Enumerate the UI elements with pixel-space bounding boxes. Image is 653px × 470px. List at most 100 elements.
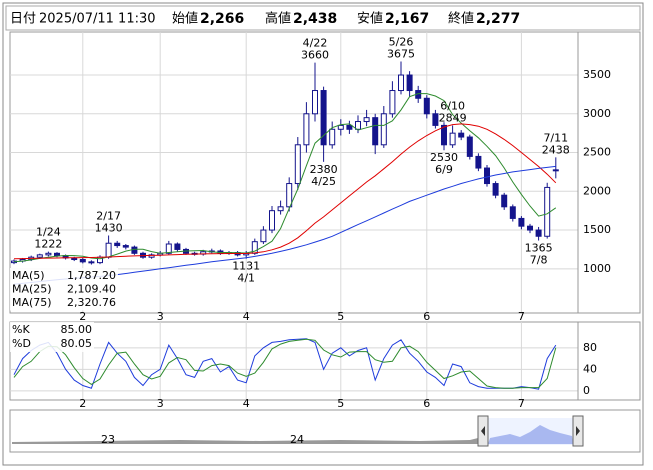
annotation-value: 1365 [525,242,553,255]
candle-body [346,124,353,130]
candle-body [552,169,559,172]
legend-box [10,268,118,311]
navigator-history [12,438,478,444]
x-tick-label: 5 [337,310,344,323]
annotation-value: 1222 [34,238,62,251]
legend-value: 1,787.20 [67,269,116,282]
stoch-line [13,338,557,390]
navigator-label: 23 [101,433,115,446]
candle-body [54,252,60,257]
header-label: 高値 [265,11,291,27]
header-date: 2025/07/11 11:30 [39,12,156,27]
legend-value: 80.05 [61,337,93,350]
candle-body [320,90,327,146]
candle-body [432,113,439,126]
annotation-date: 4/22 [303,37,328,50]
candle-body [36,254,43,258]
y-tick-label: 2000 [583,184,611,197]
y-tick-label: 2500 [583,146,611,159]
price-panel [9,31,641,314]
candle-body [329,128,336,146]
candle-body [544,186,551,237]
annotation-value: 2380 [310,163,338,176]
candle-body [484,167,490,185]
moving-average [13,93,557,263]
annotation-date: 5/26 [389,35,414,48]
x-tick-label: 4 [243,310,250,323]
candle-body [372,117,379,146]
y-tick-label: 0 [583,384,590,397]
candle-body [509,206,516,219]
candle-body [260,229,267,243]
y-tick-label: 1500 [583,223,611,236]
moving-average [13,123,557,260]
candle-body [475,155,482,169]
legend-value: 85.00 [61,323,93,336]
candle-body [45,252,52,256]
candle-body [122,245,129,248]
annotation-value: 1131 [232,260,260,273]
candle-body [79,259,86,263]
candle-body [286,183,293,208]
navigator-range [488,425,573,444]
stoch-line [13,338,557,389]
annotation-date: 1/24 [36,226,61,239]
candle-body [423,97,430,115]
candle-body [389,90,396,115]
annotation-value: 2530 [430,151,458,164]
header-label: 終値 [448,11,474,27]
header-value: 2,266 [200,11,244,27]
candle-body [88,261,95,264]
candle-body [355,121,361,130]
y-tick-label: 3000 [583,107,611,120]
header-date-label: 日付 [10,12,36,27]
x-tick-label: 6 [423,397,430,410]
header-value: 2,277 [476,11,520,27]
annotation-date: 2/17 [96,209,121,222]
annotation-value: 2438 [542,143,570,156]
legend-value: 2,109.40 [67,283,116,296]
legend-name: MA(5) [12,269,45,282]
legend-name: MA(75) [12,296,52,309]
annotation-value: 3660 [301,49,329,62]
candle-body [269,210,275,231]
annotation-value: 1430 [95,221,123,234]
legend-name: %K [12,323,30,336]
x-tick-label: 5 [337,397,344,410]
candle-body [535,229,542,237]
candle-body [380,113,387,146]
annotation-date: 7/8 [530,254,548,267]
x-tick-label: 3 [157,310,164,323]
candle-body [131,246,138,254]
x-tick-label: 7 [518,310,525,323]
candle-body [148,254,155,258]
header-value: 2,438 [293,11,337,27]
x-tick-label: 4 [243,397,250,410]
x-tick-label: 7 [518,397,525,410]
x-tick-label: 2 [79,310,86,323]
header-label: 始値 [172,11,198,27]
left-arrow [481,426,485,436]
candle-body [165,243,172,254]
header-label: 安値 [357,11,383,27]
candle-body [501,194,508,208]
header-bar [5,5,641,31]
stoch-panel [9,321,641,401]
navigator-label: 24 [290,433,304,446]
candle-body [466,136,473,157]
candle-body [449,132,456,146]
header-value: 2,167 [385,11,429,27]
candle-body [458,132,465,138]
candle-body [174,243,181,250]
candle-body [518,217,525,227]
legend-name: %D [12,337,31,350]
annotation-date: 4/25 [311,175,336,188]
y-tick-label: 3500 [583,68,611,81]
y-tick-label: 40 [583,362,597,375]
candle-body [337,124,344,130]
candle-body [363,117,370,123]
annotation-date: 6/10 [440,99,465,112]
y-tick-label: 80 [583,341,597,354]
annotation-date: 4/1 [237,272,255,285]
x-tick-label: 6 [423,310,430,323]
